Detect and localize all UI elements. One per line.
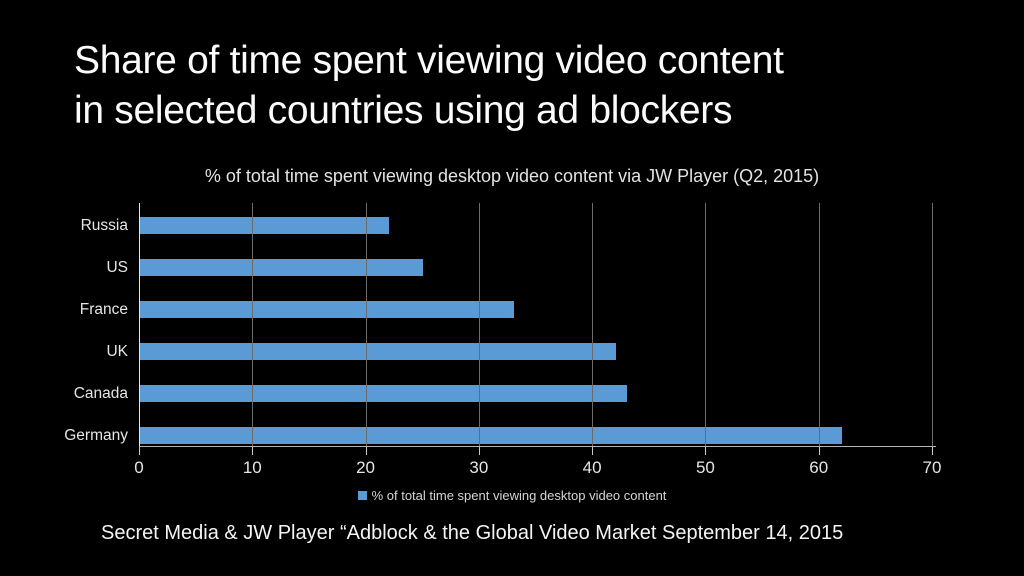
chart-bar-germany <box>140 426 843 444</box>
x-tick-label-70: 70 <box>922 458 942 477</box>
legend-swatch-icon <box>357 491 367 500</box>
category-axis-labels: Russia US France UK Canada Germany <box>0 203 128 447</box>
chart-title: % of total time spent viewing desktop vi… <box>204 166 820 186</box>
x-tick-label-0: 0 <box>134 458 144 477</box>
axis-tick-40 <box>592 447 594 455</box>
gridline-30 <box>478 203 480 447</box>
chart-bar-us <box>140 258 424 276</box>
category-label-france: France <box>79 300 128 318</box>
x-tick-label-10: 10 <box>242 458 262 477</box>
value-axis-labels: 0 10 20 30 40 50 60 70 <box>134 458 941 478</box>
category-label-uk: UK <box>106 342 128 360</box>
axis-tick-70 <box>932 447 933 455</box>
slide-title-line1: Share of time spent viewing video conten… <box>74 39 784 82</box>
y-axis-line <box>139 203 140 447</box>
chart-legend: % of total time spent viewing desktop vi… <box>0 488 1024 503</box>
category-label-russia: Russia <box>80 217 128 234</box>
chart-bar-uk <box>140 342 616 360</box>
gridline-70 <box>932 203 933 447</box>
x-axis-line <box>139 446 936 447</box>
category-label-germany: Germany <box>64 426 128 444</box>
gridline-60 <box>818 203 820 447</box>
x-tick-label-40: 40 <box>582 458 602 477</box>
axis-tick-60 <box>818 447 820 455</box>
axis-tick-20 <box>365 447 367 455</box>
x-tick-label-30: 30 <box>469 458 489 477</box>
gridline-20 <box>365 203 367 447</box>
plot-area <box>139 203 936 455</box>
axis-tick-30 <box>478 447 480 455</box>
slide-title-line2: in selected countries using ad blockers <box>74 89 733 132</box>
x-tick-label-50: 50 <box>695 458 715 477</box>
gridline-40 <box>592 203 594 447</box>
category-label-canada: Canada <box>73 384 128 402</box>
axis-tick-0 <box>139 447 140 455</box>
chart-bar-canada <box>140 384 628 402</box>
gridline-50 <box>705 203 707 447</box>
chart-bar-russia <box>140 217 390 234</box>
legend-label: % of total time spent viewing desktop vi… <box>371 488 667 503</box>
axis-tick-50 <box>705 447 707 455</box>
x-tick-label-20: 20 <box>356 458 376 477</box>
x-tick-label-60: 60 <box>809 458 829 477</box>
gridline-10 <box>252 203 254 447</box>
source-citation: Secret Media & JW Player “Adblock & the … <box>101 522 844 544</box>
chart-bar-france <box>140 300 514 318</box>
category-label-us: US <box>106 258 128 276</box>
slide-title: Share of time spent viewing video conten… <box>74 36 784 136</box>
axis-tick-10 <box>252 447 254 455</box>
